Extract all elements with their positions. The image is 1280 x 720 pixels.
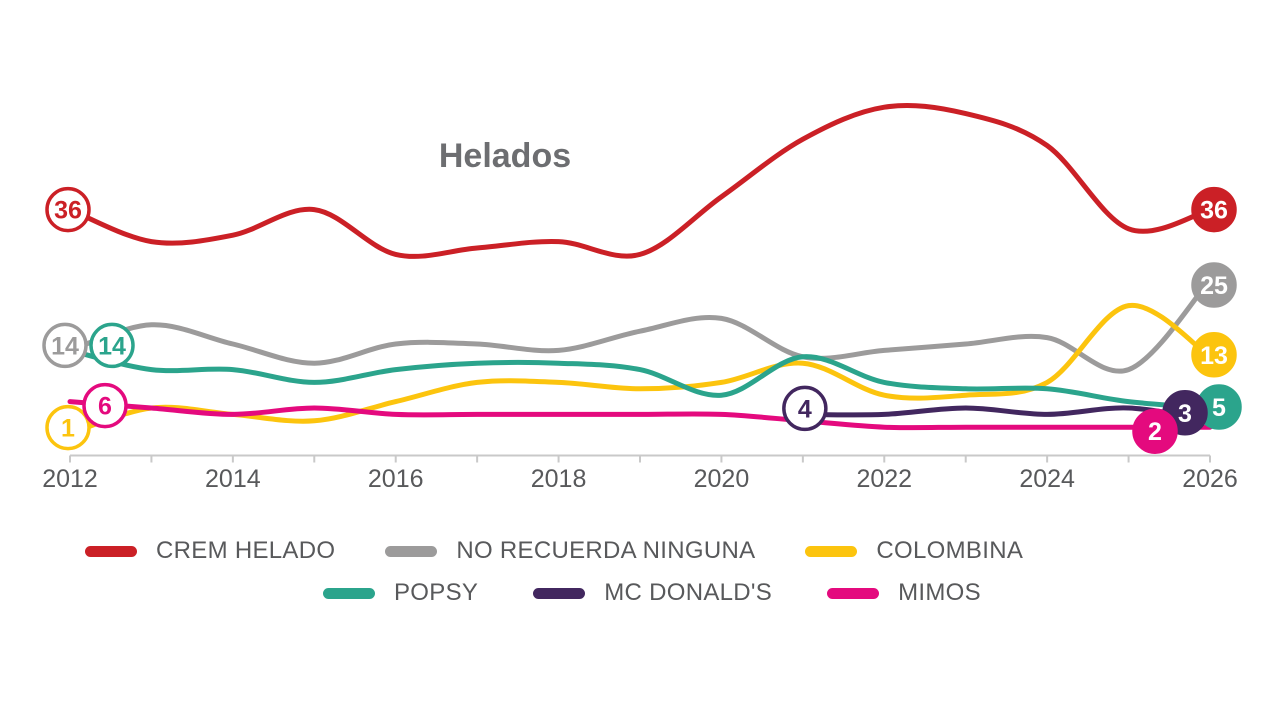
marker-value: 1	[61, 415, 75, 443]
line-no-recuerda-ninguna	[67, 277, 1213, 374]
marker-value: 36	[54, 197, 82, 225]
marker-mimos-2026: 2	[1132, 408, 1178, 454]
marker-no-recuerda-ninguna-2012: 14	[42, 322, 88, 369]
marker-circle	[782, 385, 828, 432]
marker-value: 2	[1148, 418, 1162, 446]
marker-crem-helado-2026: 36	[1191, 186, 1237, 233]
x-axis-label: 2012	[42, 465, 98, 493]
line-popsy	[67, 347, 1213, 411]
legend-item-colombina: COLOMBINA	[805, 537, 1023, 565]
marker-value: 13	[1200, 342, 1228, 370]
marker-mc-donald-s-2021: 4	[782, 385, 828, 432]
legend-row-1: CREM HELADO NO RECUERDA NINGUNA COLOMBINA	[0, 530, 1280, 572]
marker-popsy-2012: 14	[89, 322, 135, 369]
legend-swatch-popsy	[323, 587, 375, 599]
marker-circle	[45, 186, 91, 233]
marker-circle	[45, 404, 91, 451]
marker-value: 36	[1200, 197, 1228, 225]
legend-label-mc-donald-s: MC DONALD'S	[604, 579, 773, 606]
legend-swatch-mimos	[827, 587, 880, 599]
marker-value: 4	[798, 395, 812, 423]
marker-crem-helado-2012: 36	[45, 186, 91, 233]
x-axis-label: 2024	[1019, 465, 1075, 493]
marker-popsy-2026: 5	[1196, 384, 1242, 430]
line-mimos	[67, 399, 1213, 431]
marker-colombina-2026: 13	[1191, 332, 1237, 378]
legend-swatch-crem-helado	[85, 545, 137, 557]
line-crem-helado	[67, 102, 1213, 259]
x-axis-label: 2022	[856, 465, 912, 493]
legend-item-mc-donald-s: MC DONALD'S	[533, 579, 772, 607]
line-mc-donald-s	[800, 405, 1213, 424]
marker-value: 3	[1178, 400, 1192, 428]
marker-circle	[1191, 332, 1237, 378]
legend-label-mimos: MIMOS	[898, 579, 981, 606]
marker-circle	[82, 382, 128, 429]
marker-no-recuerda-ninguna-2026: 25	[1191, 262, 1237, 308]
legend: CREM HELADO NO RECUERDA NINGUNA COLOMBINA …	[0, 530, 1280, 614]
legend-swatch-no-recuerda-ninguna	[385, 545, 438, 557]
line-colombina	[67, 303, 1213, 437]
legend-item-popsy: POPSY	[323, 579, 478, 607]
x-axis-label: 2014	[205, 465, 261, 493]
marker-mimos-2012: 6	[82, 382, 128, 429]
marker-value: 6	[98, 393, 112, 421]
x-axis-label: 2016	[368, 465, 424, 493]
x-axis-label: 2020	[694, 465, 750, 493]
marker-value: 25	[1200, 272, 1228, 300]
marker-circle	[1132, 408, 1178, 454]
legend-item-no-recuerda-ninguna: NO RECUERDA NINGUNA	[385, 537, 755, 565]
legend-swatch-colombina	[805, 545, 858, 557]
marker-circle	[1191, 262, 1237, 308]
chart-title: Helados	[439, 137, 571, 175]
marker-circle	[89, 322, 135, 369]
x-axis-label: 2018	[531, 465, 587, 493]
marker-value: 14	[98, 332, 126, 360]
x-axis-label: 2026	[1182, 465, 1238, 493]
legend-swatch-mc-donald-s	[533, 587, 586, 599]
legend-item-crem-helado: CREM HELADO	[85, 537, 335, 565]
legend-row-2: POPSY MC DONALD'S MIMOS	[0, 572, 1280, 614]
legend-label-crem-helado: CREM HELADO	[156, 537, 336, 564]
marker-colombina-2012: 1	[45, 404, 91, 451]
marker-circle	[42, 322, 88, 369]
marker-value: 14	[51, 332, 79, 360]
legend-item-mimos: MIMOS	[827, 579, 981, 607]
marker-circle	[1191, 186, 1237, 233]
legend-label-popsy: POPSY	[394, 579, 479, 606]
legend-label-colombina: COLOMBINA	[876, 537, 1024, 564]
legend-label-no-recuerda-ninguna: NO RECUERDA NINGUNA	[456, 537, 756, 564]
marker-value: 5	[1212, 394, 1226, 422]
